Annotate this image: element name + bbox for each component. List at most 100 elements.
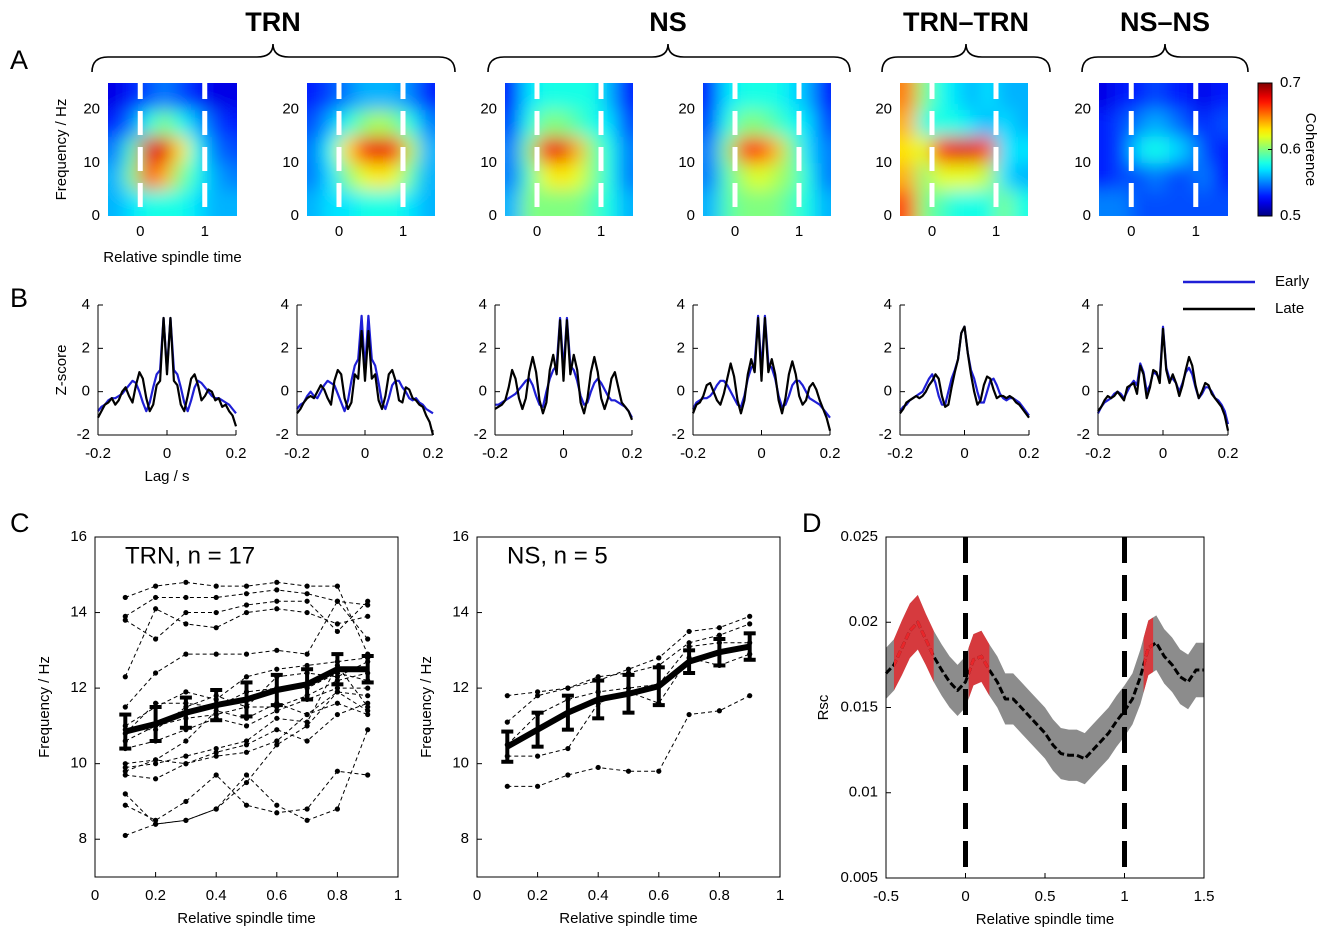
data-point: [243, 674, 250, 680]
colorbar-tick-label: 0.6: [1280, 140, 1301, 157]
heatmap-cell: [601, 136, 618, 164]
heatmap-cell: [403, 136, 420, 164]
heatmap-cell: [1179, 162, 1197, 190]
x-tick-label: 1.5: [1194, 888, 1215, 905]
heatmap-cell: [900, 189, 917, 216]
data-point: [153, 817, 159, 823]
data-point: [365, 636, 371, 642]
data-point: [153, 776, 159, 782]
heatmap-cell: [204, 162, 222, 190]
y-tick-label: -2: [77, 426, 90, 443]
error-bar: [331, 652, 344, 687]
heatmap-cell: [323, 83, 340, 111]
heatmap-cell: [799, 189, 816, 216]
data-point: [365, 711, 371, 718]
data-point: [365, 602, 371, 608]
y-tick-label: 16: [70, 528, 87, 545]
data-point: [365, 708, 371, 714]
heatmap-cell: [1211, 136, 1228, 164]
data-point: [716, 632, 723, 638]
y-tick-label: 2: [677, 339, 685, 356]
heatmap-cell: [900, 109, 917, 137]
y-tick-label: 2: [884, 339, 892, 356]
data-point: [153, 636, 159, 642]
x-tick-label: 0: [136, 223, 144, 240]
y-tick-label: 2: [281, 339, 289, 356]
heatmap-cell: [521, 189, 538, 216]
heatmap-cell: [140, 162, 157, 190]
heatmap-cell: [172, 109, 190, 137]
data-point: [122, 772, 128, 778]
data-point: [122, 802, 128, 808]
heatmap-cell: [371, 189, 388, 216]
heatmap-cell: [403, 162, 420, 190]
y-tick-label: 20: [678, 101, 695, 118]
data-point: [153, 594, 159, 601]
y-tick-label: 10: [83, 154, 100, 171]
error-bar: [652, 665, 665, 708]
error-band: [886, 594, 1204, 785]
data-point: [243, 651, 250, 657]
error-bar: [531, 710, 544, 749]
heatmap-cell: [601, 83, 618, 111]
data-point: [334, 598, 340, 604]
heatmap-cell: [996, 109, 1013, 137]
heatmap-cell: [108, 189, 125, 216]
heatmap-cell: [220, 189, 237, 216]
heatmap-cell: [307, 136, 324, 164]
x-tick-label: -0.2: [680, 445, 706, 462]
error-bar: [270, 672, 283, 708]
data-point: [334, 711, 340, 718]
x-tick-label: -0.2: [887, 445, 913, 462]
data-point: [213, 749, 219, 755]
data-point: [153, 761, 159, 767]
heatmap-cell: [521, 109, 538, 137]
series-line: [1097, 327, 1230, 431]
heatmap-cell: [703, 189, 720, 216]
x-tick-label: 1: [1120, 888, 1128, 905]
heatmap-cell: [124, 83, 141, 111]
data-point: [243, 591, 250, 597]
heatmap-cell: [140, 109, 157, 137]
heatmap-cell: [553, 109, 570, 137]
heatmap-cell: [932, 162, 949, 190]
data-point: [213, 806, 219, 812]
heatmap-cell: [124, 136, 141, 164]
heatmap: [505, 83, 633, 216]
heatmap-cell: [601, 109, 618, 137]
heatmap-cell: [371, 109, 388, 137]
heatmap-cell: [751, 83, 768, 111]
y-tick-label: 2: [479, 339, 487, 356]
group-title: TRN: [245, 7, 301, 37]
data-point: [274, 666, 280, 672]
y-tick-label: 4: [281, 296, 289, 313]
data-point: [122, 613, 128, 619]
error-bar: [119, 712, 132, 751]
heatmap-cell: [617, 189, 633, 216]
data-point: [625, 768, 632, 774]
heatmap-cells: [1099, 83, 1228, 216]
data-point: [716, 625, 723, 631]
heatmap: [307, 83, 435, 216]
series-line: [494, 319, 634, 421]
heatmap-cell: [585, 162, 602, 190]
heatmap-cell: [1012, 109, 1028, 137]
data-point: [243, 583, 250, 589]
y-tick-label: 10: [452, 755, 469, 772]
heatmap-cell: [156, 83, 173, 111]
y-tick-label: 4: [884, 296, 892, 313]
heatmap-cell: [815, 189, 831, 216]
x-tick-label: 0: [731, 223, 739, 240]
data-point: [243, 772, 250, 778]
data-point: [656, 768, 662, 774]
heatmap-cell: [355, 109, 372, 137]
x-tick-label: 0: [961, 888, 969, 905]
heatmap-cell: [553, 189, 570, 216]
panel-label: B: [10, 283, 28, 313]
heatmap-cell: [719, 136, 736, 164]
y-tick-label: 20: [282, 101, 299, 118]
data-point: [365, 704, 371, 710]
heatmap-cell: [751, 136, 768, 164]
heatmap-cell: [1115, 136, 1132, 164]
heatmap-cell: [156, 109, 173, 137]
